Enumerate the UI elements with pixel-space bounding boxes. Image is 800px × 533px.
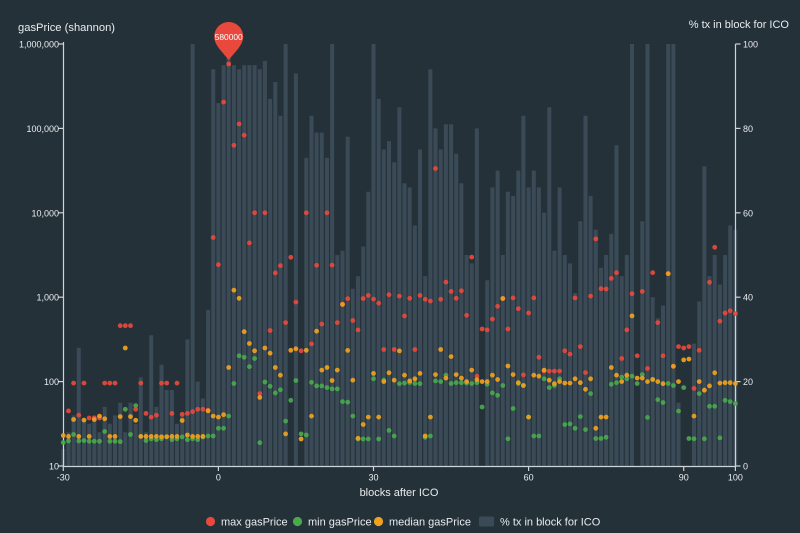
svg-text:580000: 580000 (215, 32, 243, 42)
svg-text:% tx in block for ICO: % tx in block for ICO (500, 516, 601, 528)
svg-text:max gasPrice: max gasPrice (221, 516, 288, 528)
svg-text:10,000: 10,000 (31, 208, 59, 218)
svg-text:100: 100 (728, 473, 743, 483)
svg-text:90: 90 (679, 473, 689, 483)
svg-text:40: 40 (743, 293, 753, 303)
svg-text:60: 60 (743, 208, 753, 218)
svg-text:min gasPrice: min gasPrice (308, 516, 372, 528)
svg-text:100: 100 (44, 377, 59, 387)
svg-text:100,000: 100,000 (26, 124, 59, 134)
svg-text:60: 60 (524, 473, 534, 483)
svg-text:1,000,000: 1,000,000 (19, 40, 59, 50)
svg-text:blocks after ICO: blocks after ICO (360, 487, 439, 499)
svg-text:% tx in block for ICO: % tx in block for ICO (689, 19, 790, 31)
svg-text:20: 20 (743, 377, 753, 387)
svg-text:-30: -30 (57, 473, 70, 483)
svg-text:median gasPrice: median gasPrice (389, 516, 471, 528)
svg-text:80: 80 (743, 124, 753, 134)
svg-text:gasPrice (shannon): gasPrice (shannon) (18, 22, 115, 34)
svg-text:0: 0 (743, 462, 748, 472)
svg-text:30: 30 (368, 473, 378, 483)
svg-text:0: 0 (216, 473, 221, 483)
svg-text:1,000: 1,000 (36, 293, 59, 303)
svg-text:100: 100 (743, 40, 758, 50)
svg-text:10: 10 (49, 462, 59, 472)
